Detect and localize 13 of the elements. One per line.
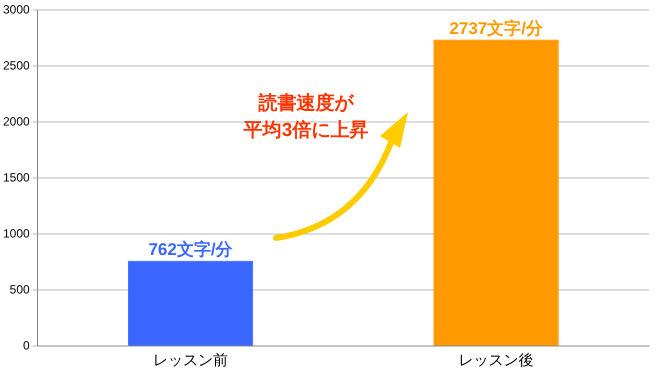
annotation: 平均3倍に上昇 (242, 119, 368, 142)
y-tick-label: 2000 (2, 114, 30, 128)
y-tick-label: 1500 (2, 170, 30, 184)
y-tick-label: 3000 (2, 2, 30, 17)
x-tick-label: レッスン前 (153, 352, 228, 370)
y-tick-label: 500 (10, 282, 30, 296)
y-tick-label: 2500 (2, 58, 30, 72)
annotation: 読書速度が (258, 92, 354, 114)
data-label: 2737文字/分 (449, 18, 544, 38)
data-label: 762文字/分 (148, 240, 234, 259)
x-tick-label: レッスン後 (458, 352, 534, 370)
y-tick-label: 0 (23, 338, 30, 352)
y-tick-label: 1000 (2, 226, 30, 240)
